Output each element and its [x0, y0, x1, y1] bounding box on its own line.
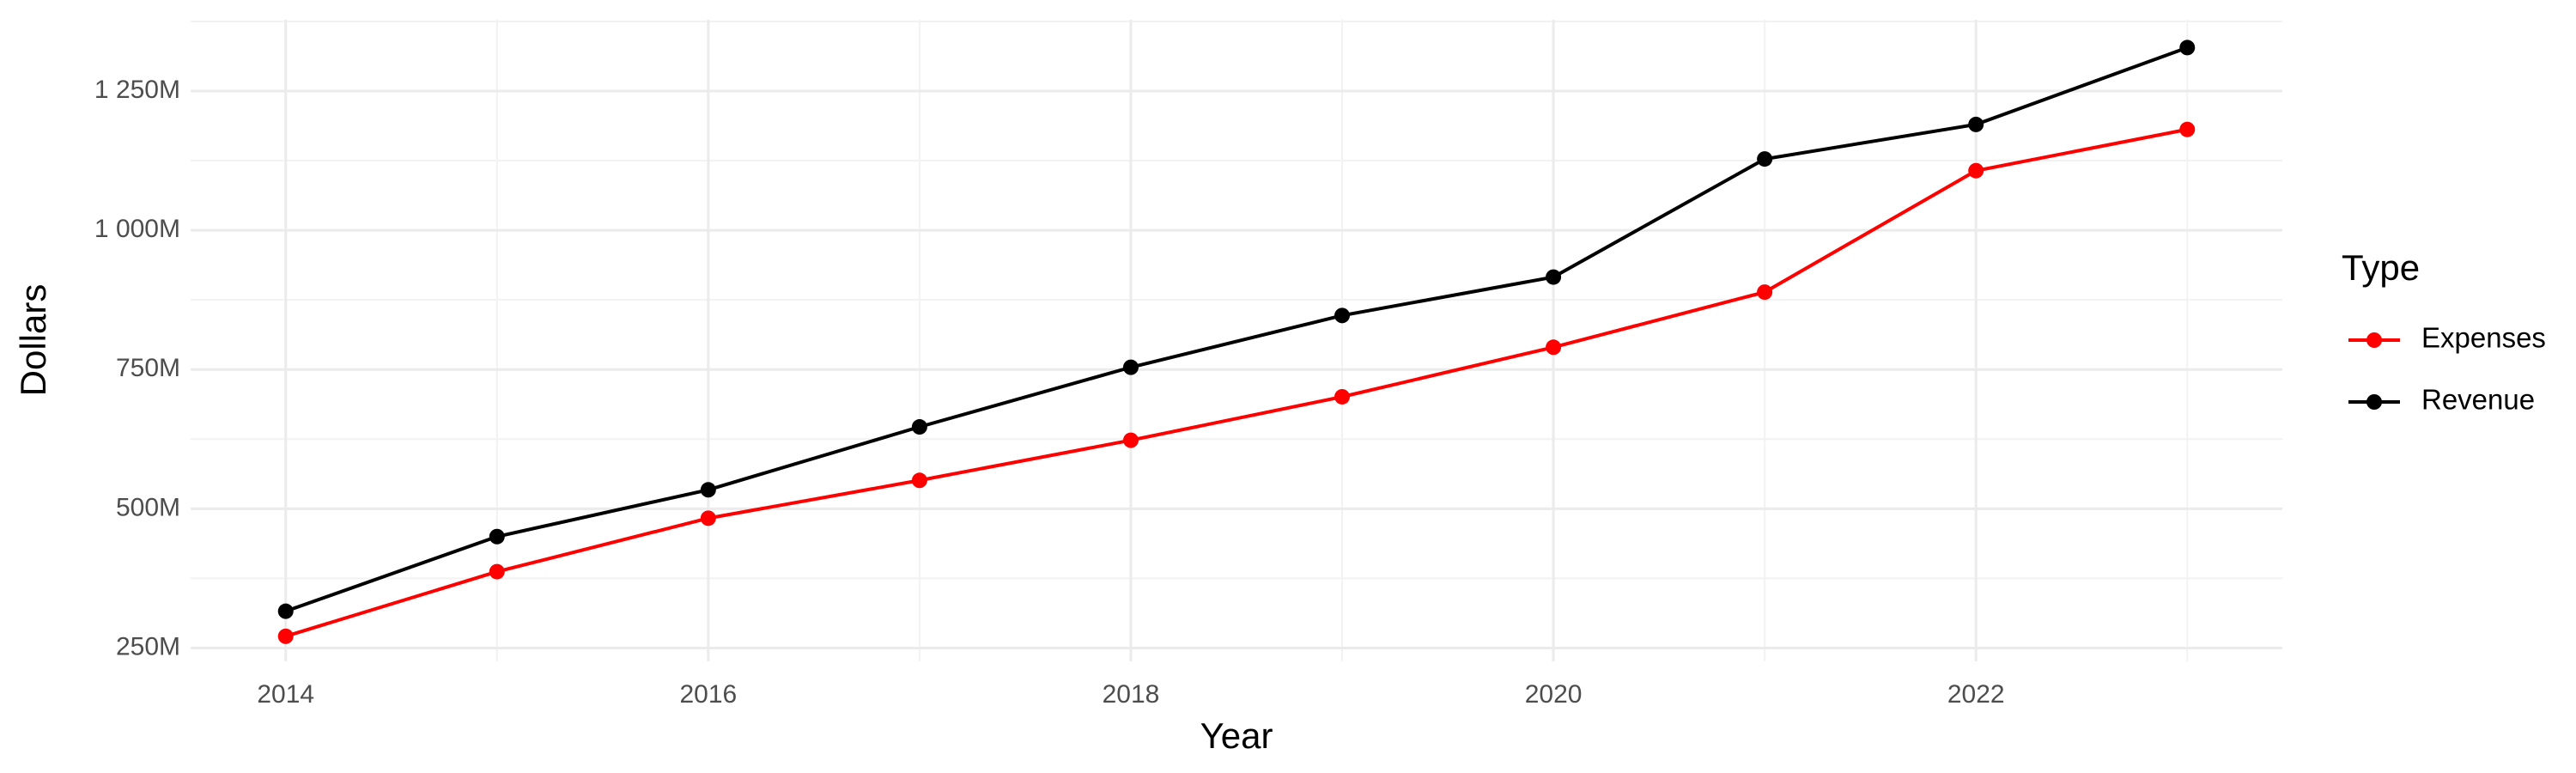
data-point: [1757, 151, 1773, 167]
y-tick-label: 750M: [116, 354, 180, 382]
x-tick-label: 2018: [1103, 680, 1160, 709]
y-tick-label: 250M: [116, 632, 180, 660]
data-point: [1968, 116, 1984, 132]
data-point: [1546, 339, 1562, 356]
series-line: [285, 127, 2188, 638]
x-axis-title: Year: [1200, 715, 1273, 756]
data-point: [2179, 40, 2196, 56]
legend-key-point: [2366, 394, 2382, 410]
data-point: [911, 472, 927, 489]
data-point: [2179, 121, 2196, 137]
x-tick-label: 2022: [1947, 680, 2005, 709]
legend-label: Expenses: [2421, 322, 2546, 354]
y-axis-title: Dollars: [13, 284, 53, 397]
x-tick-label: 2016: [679, 680, 737, 709]
data-point: [1968, 162, 1984, 179]
data-point: [1334, 307, 1351, 324]
y-tick-label: 500M: [116, 493, 180, 521]
data-point: [911, 419, 927, 435]
y-tick-label: 1 250M: [94, 76, 180, 104]
data-point: [700, 482, 716, 498]
data-point: [1122, 359, 1139, 375]
data-point: [489, 563, 505, 580]
y-tick-label: 1 000M: [94, 215, 180, 243]
data-point: [1334, 388, 1351, 405]
data-point: [277, 603, 294, 619]
data-point: [489, 528, 505, 545]
data-point: [1122, 432, 1139, 448]
data-point: [1757, 284, 1773, 301]
data-point: [700, 510, 716, 526]
legend-label: Revenue: [2421, 384, 2535, 416]
data-point: [277, 628, 294, 644]
legend-title: Type: [2342, 247, 2420, 288]
x-tick-label: 2014: [257, 680, 314, 709]
x-tick-label: 2020: [1525, 680, 1583, 709]
legend-key-point: [2366, 332, 2382, 348]
series-line: [285, 46, 2188, 613]
data-point: [1546, 269, 1562, 285]
